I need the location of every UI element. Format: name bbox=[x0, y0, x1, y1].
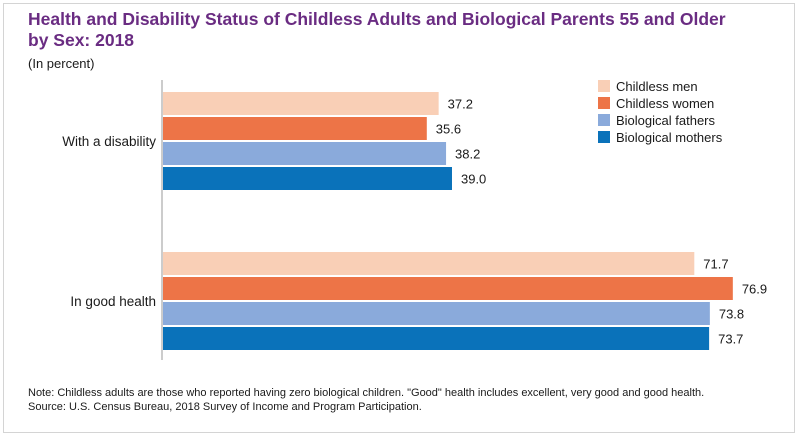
legend-swatch-biological-fathers bbox=[598, 114, 610, 126]
bar-childless-men-in-good-health bbox=[163, 252, 695, 275]
legend-label-biological-mothers: Biological mothers bbox=[616, 130, 723, 145]
bar-biological-mothers-with-a-disability bbox=[163, 167, 452, 190]
legend-label-childless-women: Childless women bbox=[616, 96, 714, 111]
chart-unit-label: (In percent) bbox=[28, 56, 95, 71]
legend-label-biological-fathers: Biological fathers bbox=[616, 113, 715, 128]
legend-swatch-biological-mothers bbox=[598, 131, 610, 143]
chart-title-line-1: Health and Disability Status of Childles… bbox=[28, 9, 726, 29]
category-label-in-good-health: In good health bbox=[70, 294, 156, 309]
data-label-childless-women-in-good-health: 76.9 bbox=[742, 282, 767, 297]
data-label-biological-mothers-with-a-disability: 39.0 bbox=[461, 172, 486, 187]
category-label-with-a-disability: With a disability bbox=[62, 134, 156, 149]
data-label-childless-men-with-a-disability: 37.2 bbox=[448, 97, 473, 112]
bar-childless-women-in-good-health bbox=[163, 277, 733, 300]
bar-biological-mothers-in-good-health bbox=[163, 327, 710, 350]
legend-swatch-childless-men bbox=[598, 80, 610, 92]
chart-title: Health and Disability Status of Childles… bbox=[28, 9, 768, 51]
data-label-biological-fathers-with-a-disability: 38.2 bbox=[455, 147, 480, 162]
data-label-biological-mothers-in-good-health: 73.7 bbox=[718, 332, 743, 347]
source-text: Source: U.S. Census Bureau, 2018 Survey … bbox=[28, 401, 422, 413]
bar-childless-men-with-a-disability bbox=[163, 92, 439, 115]
legend-label-childless-men: Childless men bbox=[616, 79, 698, 94]
data-label-childless-men-in-good-health: 71.7 bbox=[703, 257, 728, 272]
note-text: Note: Childless adults are those who rep… bbox=[28, 387, 705, 399]
chart-frame bbox=[3, 3, 795, 433]
data-label-childless-women-with-a-disability: 35.6 bbox=[436, 122, 461, 137]
data-label-biological-fathers-in-good-health: 73.8 bbox=[719, 307, 744, 322]
bar-childless-women-with-a-disability bbox=[163, 117, 427, 140]
bar-biological-fathers-in-good-health bbox=[163, 302, 710, 325]
bar-biological-fathers-with-a-disability bbox=[163, 142, 447, 165]
legend-swatch-childless-women bbox=[598, 97, 610, 109]
chart-note: Note: Childless adults are those who rep… bbox=[28, 386, 788, 414]
chart-title-line-2: by Sex: 2018 bbox=[28, 30, 135, 50]
